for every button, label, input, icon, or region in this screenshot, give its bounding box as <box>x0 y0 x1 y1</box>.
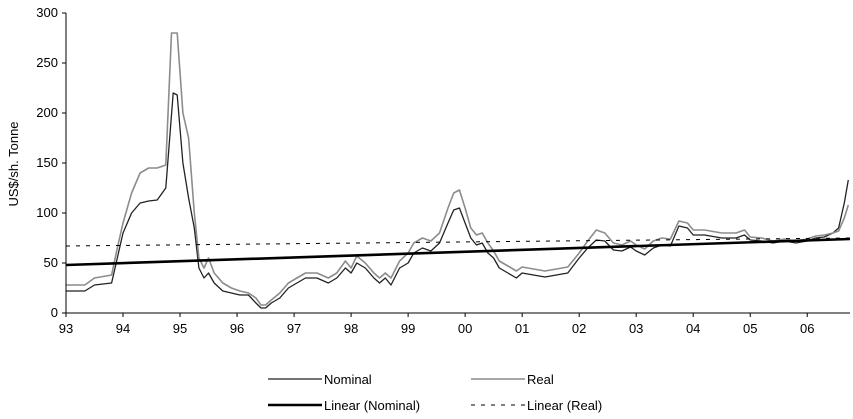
legend: Nominal Real Linear (Nominal) Linear (Real) <box>268 372 602 413</box>
x-tick-label: 96 <box>230 321 244 336</box>
y-tick-label: 250 <box>36 55 58 70</box>
x-tick-label: 94 <box>116 321 130 336</box>
legend-label-4: Linear (Real) <box>527 398 602 413</box>
x-ticks: 93 94 95 96 97 98 99 00 01 02 03 04 05 06 <box>59 313 814 336</box>
legend-label-1: Nominal <box>324 372 372 387</box>
series-line-4 <box>65 237 851 247</box>
x-tick-label: 00 <box>458 321 472 336</box>
x-tick-label: 93 <box>59 321 73 336</box>
series-line-2 <box>66 32 850 306</box>
x-tick-label: 03 <box>629 321 643 336</box>
x-tick-label: 06 <box>800 321 814 336</box>
x-tick-label: 01 <box>515 321 529 336</box>
series-line-3 <box>65 237 851 267</box>
x-tick-label: 05 <box>743 321 757 336</box>
plot-series-group <box>65 32 851 309</box>
x-tick-label: 95 <box>173 321 187 336</box>
legend-label-3: Linear (Nominal) <box>324 398 420 413</box>
y-tick-label: 0 <box>51 305 58 320</box>
x-tick-label: 99 <box>401 321 415 336</box>
x-tick-label: 97 <box>287 321 301 336</box>
legend-label-2: Real <box>527 372 554 387</box>
x-tick-label: 98 <box>344 321 358 336</box>
y-axis-title: US$/sh. Tonne <box>6 121 21 206</box>
x-tick-label: 04 <box>686 321 700 336</box>
y-tick-label: 150 <box>36 155 58 170</box>
y-ticks: 0 50 100 150 200 250 300 <box>36 5 66 320</box>
y-tick-label: 300 <box>36 5 58 20</box>
y-tick-label: 100 <box>36 205 58 220</box>
series-line-1 <box>66 92 849 309</box>
axes <box>65 13 850 314</box>
y-tick-label: 200 <box>36 105 58 120</box>
x-tick-label: 02 <box>572 321 586 336</box>
y-tick-label: 50 <box>44 255 58 270</box>
